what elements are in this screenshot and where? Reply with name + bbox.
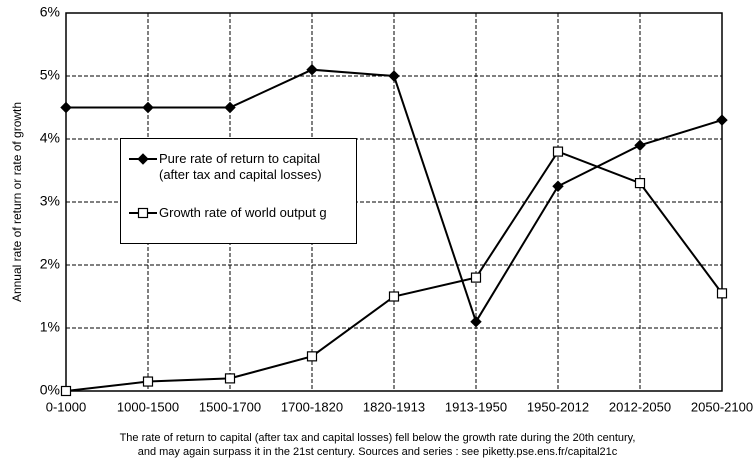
- marker-diamond: [388, 70, 400, 82]
- marker-diamond: [634, 139, 646, 152]
- marker-square: [137, 207, 149, 219]
- marker-diamond: [142, 101, 154, 114]
- legend-icon: [129, 153, 157, 165]
- x-tick-label: 1700-1820: [281, 399, 343, 414]
- marker-square: [142, 376, 154, 387]
- x-tick-label: 1950-2012: [527, 399, 589, 414]
- marker-square: [634, 178, 646, 189]
- y-tick-label: 6%: [40, 4, 60, 20]
- marker-diamond: [137, 153, 149, 165]
- y-tick-label: 0%: [40, 382, 60, 398]
- y-tick-label: 4%: [40, 130, 60, 146]
- marker-square: [224, 373, 236, 384]
- y-tick-label: 3%: [40, 193, 60, 209]
- x-tick-label: 1500-1700: [199, 399, 261, 414]
- marker-diamond: [716, 114, 728, 126]
- x-tick-label: 2050-2100: [691, 399, 753, 414]
- legend-label: Growth rate of world output g: [159, 205, 327, 220]
- x-tick-label: 1820-1913: [363, 399, 425, 414]
- legend-icon: [129, 207, 157, 219]
- marker-square: [388, 291, 400, 302]
- plot-border: [65, 12, 723, 392]
- x-tick-label: 1913-1950: [445, 399, 507, 414]
- chart: Annual rate of return or rate of growth …: [10, 4, 753, 415]
- caption-line: and may again surpass it in the 21st cen…: [137, 446, 618, 458]
- marker-diamond: [470, 315, 482, 328]
- caption-line: The rate of return to capital (after tax…: [119, 432, 636, 444]
- marker-square: [716, 288, 728, 299]
- legend-item: Pure rate of return to capital (after ta…: [129, 151, 349, 183]
- legend: Pure rate of return to capital (after ta…: [120, 138, 357, 244]
- marker-square: [552, 146, 564, 157]
- x-tick-label: 0-1000: [46, 399, 86, 414]
- caption: The rate of return to capital (after tax…: [0, 431, 755, 459]
- y-axis-label: Annual rate of return or rate of growth: [10, 102, 24, 302]
- marker-square: [60, 385, 72, 397]
- y-tick-label: 1%: [40, 319, 60, 335]
- marker-square: [470, 272, 482, 283]
- x-tick-label: 1000-1500: [117, 399, 179, 414]
- marker-square: [306, 351, 318, 362]
- y-tick-label: 5%: [40, 67, 60, 83]
- marker-diamond: [306, 63, 318, 76]
- legend-label: Pure rate of return to capital (after ta…: [159, 151, 322, 182]
- legend-item: Growth rate of world output g: [129, 205, 349, 221]
- marker-diamond: [224, 101, 236, 114]
- x-tick-label: 2012-2050: [609, 399, 671, 414]
- y-tick-label: 2%: [40, 256, 60, 272]
- marker-diamond: [60, 101, 72, 114]
- marker-diamond: [552, 180, 564, 192]
